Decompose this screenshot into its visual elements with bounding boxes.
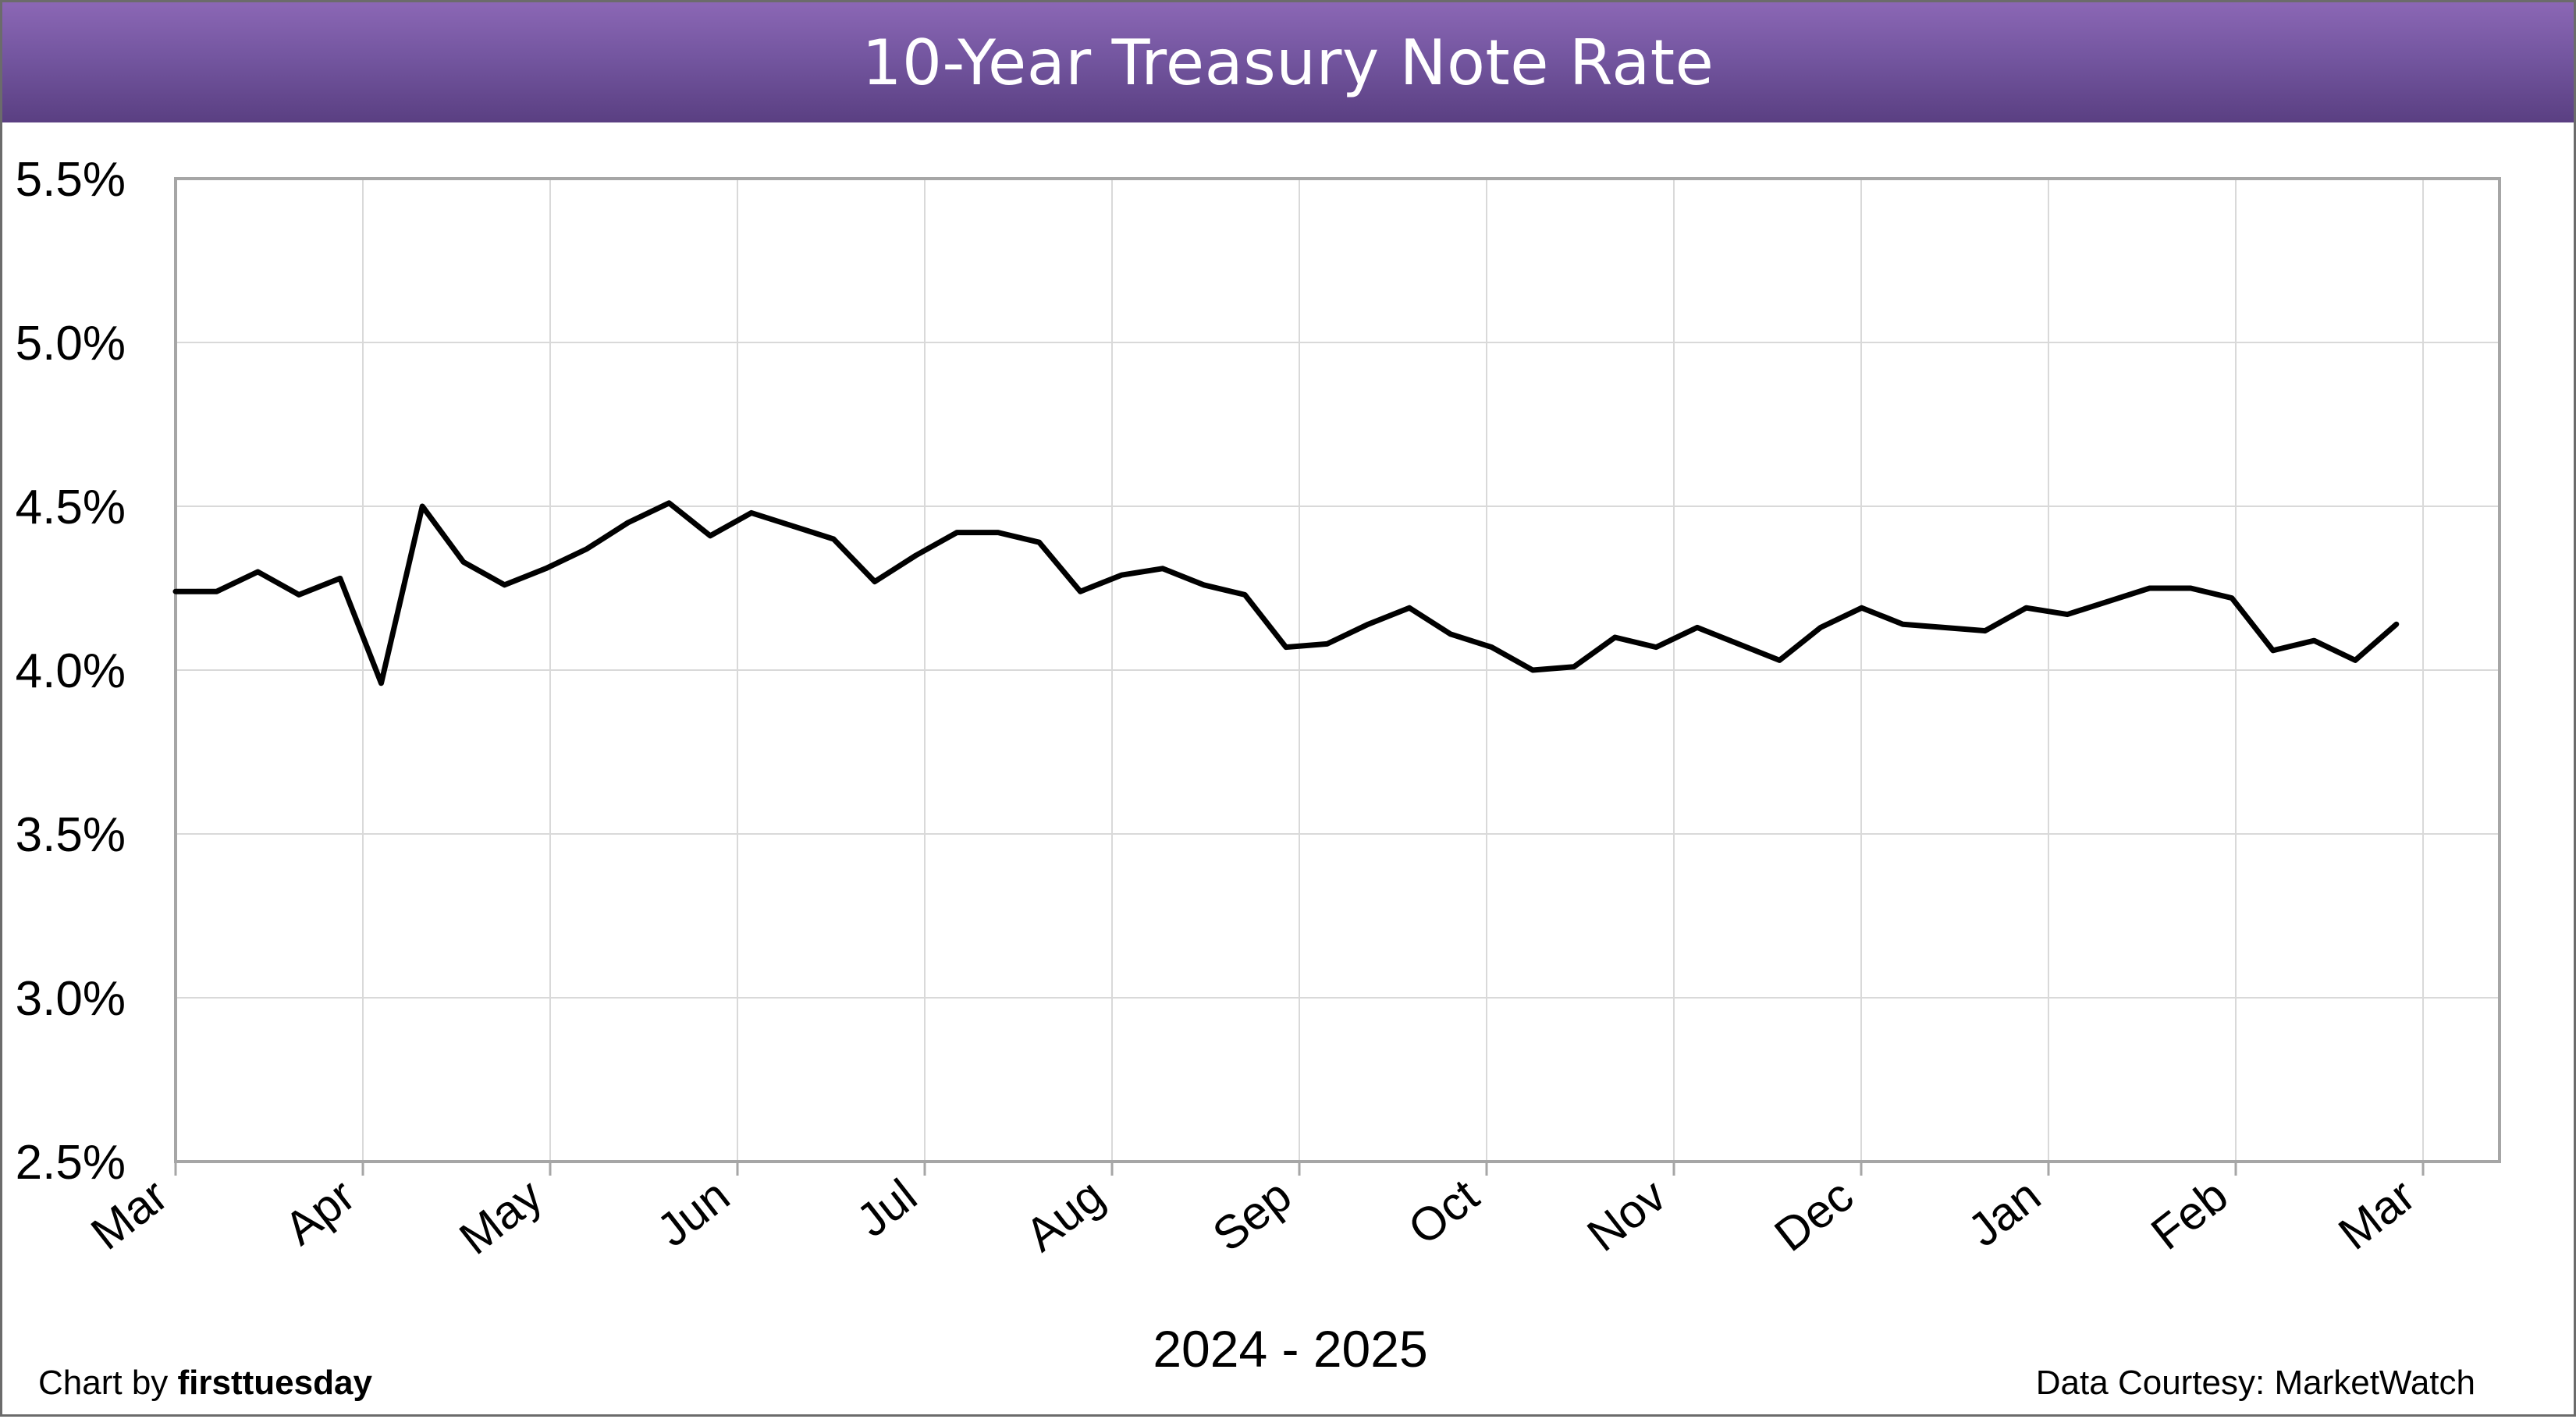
data-source: Data Courtesy: MarketWatch <box>2036 1364 2475 1403</box>
y-tick-label: 5.0% <box>16 317 126 371</box>
x-tick-label: Apr <box>275 1169 364 1254</box>
credit-prefix: Chart by <box>38 1364 178 1402</box>
x-tick-label: May <box>449 1169 552 1265</box>
x-tick-label: Feb <box>2141 1169 2237 1259</box>
series-line <box>176 503 2397 683</box>
credit-brand: firsttuesday <box>178 1364 372 1402</box>
chart-credit: Chart by firsttuesday <box>38 1364 372 1403</box>
x-tick-label: Jul <box>847 1169 926 1247</box>
x-tick-label: Oct <box>1398 1169 1488 1254</box>
x-tick-label: Jun <box>648 1169 739 1256</box>
x-tick-label: Mar <box>2329 1169 2425 1259</box>
y-tick-label: 3.5% <box>16 808 126 862</box>
grid-lines <box>176 179 2500 1162</box>
x-tick-label: Jan <box>1959 1169 2050 1256</box>
x-tick-label: Dec <box>1765 1169 1863 1261</box>
x-tick-label: Nov <box>1578 1169 1675 1261</box>
x-tick-label: Sep <box>1203 1169 1301 1261</box>
y-tick-label: 3.0% <box>16 972 126 1026</box>
y-tick-label: 4.5% <box>16 481 126 534</box>
y-tick-labels: 2.5% 3.0% 3.5% 4.0% 4.5% 5.0% 5.5% <box>16 153 126 1190</box>
series-lines <box>176 503 2397 683</box>
y-tick-label: 5.5% <box>16 153 126 207</box>
x-tick-label: Aug <box>1016 1169 1114 1261</box>
axes <box>176 179 2500 1176</box>
y-tick-label: 4.0% <box>16 644 126 698</box>
y-tick-label: 2.5% <box>16 1136 126 1190</box>
